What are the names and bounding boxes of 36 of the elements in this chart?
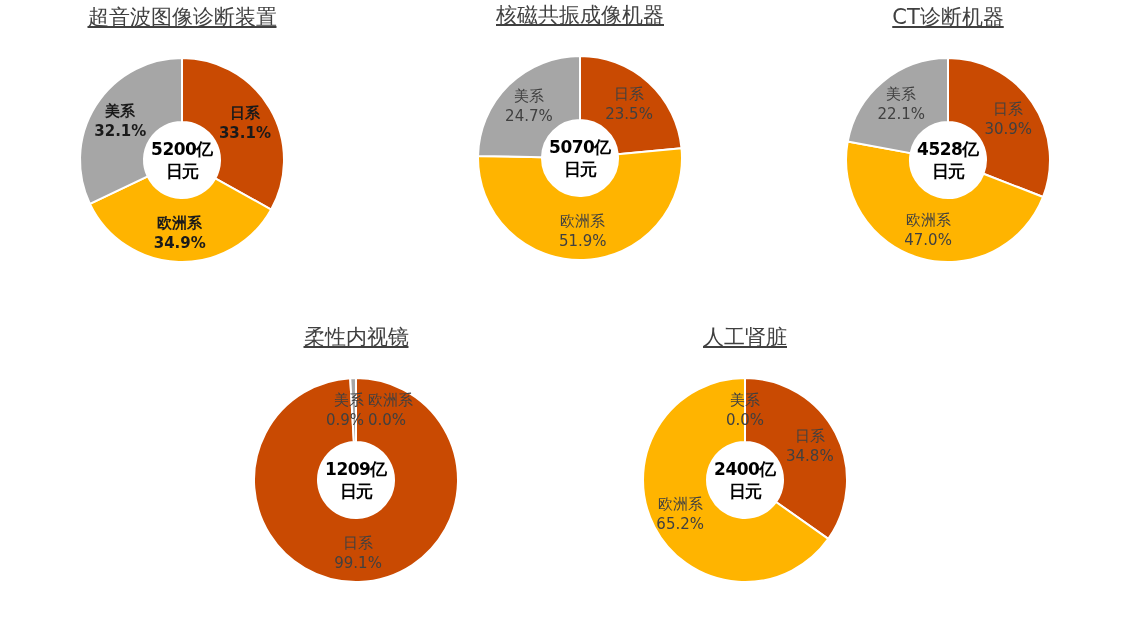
chart-title: 核磁共振成像机器 (495, 2, 665, 29)
text: 5070亿日元 (548, 136, 612, 180)
slice-label: 日系 (794, 427, 825, 446)
data-label: 34.8% (786, 447, 834, 466)
slice-label: 日系 (229, 103, 261, 122)
category-label: 欧洲系 (368, 391, 413, 409)
slice-label: 欧洲系 (560, 211, 606, 230)
slice-label: 日系 (343, 533, 374, 552)
slice-label: 欧洲系 (157, 213, 204, 232)
data-label: 99.1% (334, 553, 382, 572)
data-label: 30.9% (984, 119, 1033, 138)
data-label: 23.5% (605, 104, 653, 123)
slice-label: 美系 (886, 84, 917, 103)
text: 5200亿日元 (150, 138, 214, 182)
chart-title: 人工肾脏 (702, 324, 788, 351)
slice-label: 欧洲系 (657, 494, 703, 513)
slice-label: 日系 (993, 99, 1024, 118)
data-label: 51.9% (558, 231, 607, 250)
data-label: 47.0% (904, 231, 952, 250)
data-label: 33.1% (218, 123, 271, 142)
data-label: 65.2% (656, 514, 704, 533)
text: 2400亿日元 (713, 458, 777, 502)
slice-label: 日系 (614, 84, 645, 103)
slice-label: 欧洲系 (905, 211, 951, 230)
text: 0.0% (368, 411, 407, 429)
text: 1209亿日元 (324, 458, 388, 502)
text: 4528亿日元 (916, 138, 980, 182)
data-label: 24.7% (505, 106, 553, 125)
data-label: 34.9% (153, 233, 206, 252)
slice-label: 美系 (513, 86, 544, 105)
data-label: 32.1% (94, 122, 147, 141)
chart-title: 超音波图像诊断装置 (86, 4, 278, 31)
chart-title: CT诊断机器 (891, 4, 1005, 31)
chart-title: 柔性内视镜 (302, 324, 410, 351)
data-label: 22.1% (877, 104, 926, 123)
slice-label: 美系 (104, 102, 137, 121)
